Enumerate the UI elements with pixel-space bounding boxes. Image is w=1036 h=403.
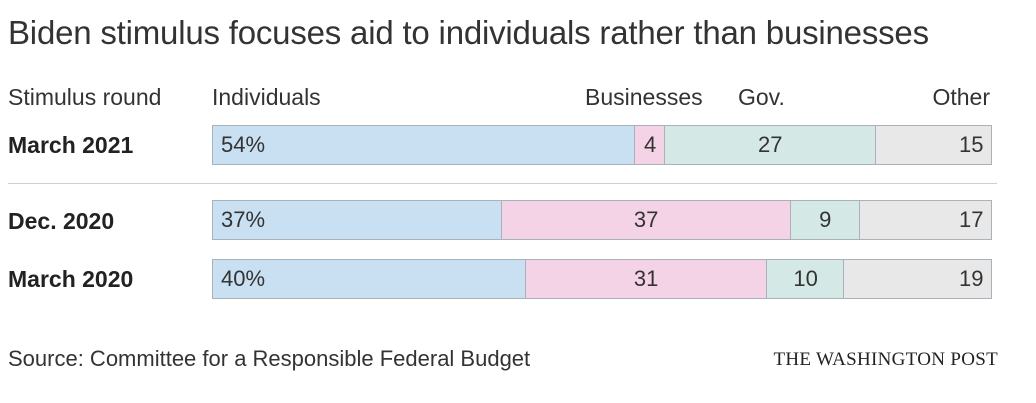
row-header: Stimulus round bbox=[8, 84, 162, 110]
data-label-businesses: 37 bbox=[633, 207, 659, 232]
legend-other: Other bbox=[932, 84, 990, 110]
bar-dec-2020: 37% 37 9 17 bbox=[212, 200, 997, 240]
publisher-credit: THE WASHINGTON POST bbox=[773, 349, 998, 370]
segment-individuals: 37% bbox=[212, 200, 503, 240]
segment-gov: 27 bbox=[664, 125, 877, 165]
segment-other: 19 bbox=[843, 259, 993, 299]
legend-gov: Gov. bbox=[738, 84, 785, 110]
segment-other: 17 bbox=[859, 200, 993, 240]
segment-individuals: 40% bbox=[212, 259, 526, 299]
data-label-individuals: 40% bbox=[221, 266, 266, 291]
data-label-individuals: 37% bbox=[221, 207, 266, 232]
segment-businesses: 31 bbox=[524, 259, 768, 299]
data-label-gov: 27 bbox=[758, 132, 783, 157]
divider bbox=[8, 183, 997, 184]
segment-businesses: 37 bbox=[500, 200, 792, 240]
bar-march-2020: 40% 31 10 19 bbox=[212, 259, 997, 299]
row-label-dec-2020: Dec. 2020 bbox=[8, 208, 115, 234]
bar-march-2021: 54% 4 27 15 bbox=[212, 125, 997, 165]
legend-individuals: Individuals bbox=[212, 84, 321, 110]
chart-title: Biden stimulus focuses aid to individual… bbox=[8, 14, 929, 51]
segment-gov: 10 bbox=[766, 259, 845, 299]
data-label-individuals: 54% bbox=[221, 132, 266, 157]
row-label-march-2021: March 2021 bbox=[8, 132, 134, 158]
data-label-other: 19 bbox=[959, 266, 984, 291]
data-label-gov: 9 bbox=[819, 207, 832, 232]
segment-other: 15 bbox=[874, 125, 993, 165]
legend-businesses: Businesses bbox=[585, 84, 703, 110]
source-note: Source: Committee for a Responsible Fede… bbox=[8, 346, 531, 371]
segment-businesses: 4 bbox=[634, 125, 666, 165]
segment-individuals: 54% bbox=[212, 125, 636, 165]
data-label-businesses: 31 bbox=[633, 266, 659, 291]
data-label-gov: 10 bbox=[793, 266, 818, 291]
data-label-other: 17 bbox=[958, 207, 984, 232]
segment-gov: 9 bbox=[789, 200, 861, 240]
data-label-businesses: 4 bbox=[643, 132, 657, 157]
row-label-march-2020: March 2020 bbox=[8, 266, 134, 292]
data-label-other: 15 bbox=[958, 132, 984, 157]
